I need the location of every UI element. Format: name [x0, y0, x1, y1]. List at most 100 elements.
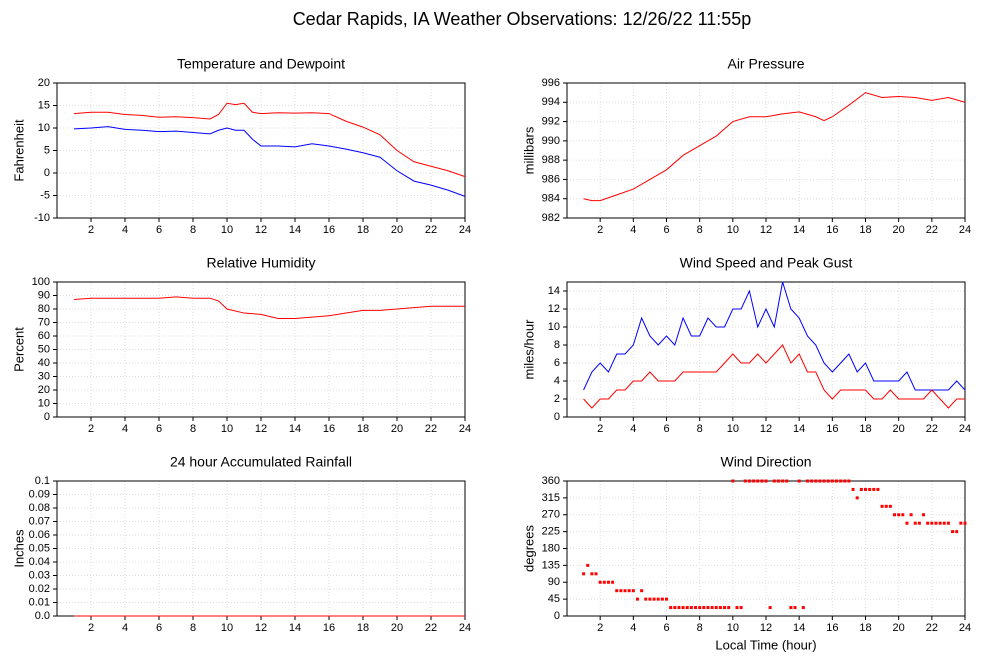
y-tick-label: 0.0	[35, 610, 50, 622]
y-tick-label: 0.03	[29, 569, 50, 581]
x-tick-label: 4	[122, 423, 128, 435]
y-tick-label: 12	[548, 303, 560, 315]
x-tick-label: 14	[289, 423, 301, 435]
data-point	[805, 479, 809, 483]
y-tick-label: 2	[554, 393, 560, 405]
data-point	[830, 479, 834, 483]
x-tick-label: 16	[323, 423, 335, 435]
x-tick-label: 4	[630, 622, 636, 634]
x-tick-label: 18	[859, 224, 871, 236]
panel-title: Temperature and Dewpoint	[177, 56, 345, 72]
y-tick-label: 50	[38, 343, 50, 355]
data-point	[855, 496, 859, 500]
data-point	[694, 606, 698, 610]
y-tick-label: 0	[44, 167, 50, 179]
x-tick-label: 8	[697, 622, 703, 634]
y-tick-label: 990	[542, 135, 560, 147]
x-tick-label: 12	[255, 224, 267, 236]
x-tick-label: 24	[459, 224, 471, 236]
x-tick-label: 18	[357, 622, 369, 634]
y-tick-label: 14	[548, 285, 560, 297]
panel-title: 24 hour Accumulated Rainfall	[170, 454, 352, 470]
data-point	[768, 606, 772, 610]
x-tick-label: 20	[391, 224, 403, 236]
y-tick-label: 10	[548, 321, 560, 333]
y-tick-label: 988	[542, 154, 560, 166]
x-tick-label: 2	[597, 224, 603, 236]
y-tick-label: 20	[38, 77, 50, 89]
data-point	[938, 521, 942, 525]
x-tick-label: 16	[826, 224, 838, 236]
data-point	[951, 530, 955, 534]
y-tick-label: 15	[38, 99, 50, 111]
y-tick-label: 10	[38, 122, 50, 134]
panel-title: Wind Direction	[720, 454, 811, 470]
y-tick-label: 225	[542, 526, 560, 538]
x-tick-label: 16	[323, 224, 335, 236]
y-tick-label: 90	[548, 576, 560, 588]
data-point	[905, 521, 909, 525]
y-tick-label: 5	[44, 144, 50, 156]
x-tick-label: 20	[893, 224, 905, 236]
data-point	[955, 530, 959, 534]
y-tick-label: 0.1	[35, 475, 50, 487]
y-tick-label: 4	[554, 375, 560, 387]
data-point	[586, 563, 590, 567]
y-tick-label: 0.01	[29, 596, 50, 608]
data-point	[631, 589, 635, 593]
data-point	[946, 521, 950, 525]
x-tick-label: 12	[760, 423, 772, 435]
y-tick-label: 10	[38, 397, 50, 409]
x-tick-label: 16	[826, 423, 838, 435]
data-point	[644, 597, 648, 601]
plot-frame	[566, 281, 966, 418]
x-tick-label: 2	[597, 622, 603, 634]
data-point	[930, 521, 934, 525]
x-tick-label: 12	[255, 423, 267, 435]
x-tick-label: 6	[663, 622, 669, 634]
data-point	[718, 606, 722, 610]
x-tick-label: 4	[122, 224, 128, 236]
data-point	[723, 606, 727, 610]
x-tick-label: 22	[926, 622, 938, 634]
x-tick-label: 4	[122, 622, 128, 634]
x-tick-label: 22	[926, 224, 938, 236]
y-tick-label: 982	[542, 212, 560, 224]
x-tick-label: 22	[425, 622, 437, 634]
data-point	[922, 513, 926, 517]
data-point	[660, 597, 664, 601]
data-point	[963, 521, 967, 525]
x-axis-label: Local Time (hour)	[715, 637, 816, 652]
data-point	[884, 504, 888, 508]
data-point	[760, 479, 764, 483]
y-tick-label: 0.04	[29, 556, 50, 568]
y-tick-label: 994	[542, 96, 560, 108]
x-tick-label: 24	[459, 423, 471, 435]
data-point	[615, 589, 619, 593]
data-line	[583, 92, 966, 202]
data-point	[814, 479, 818, 483]
y-tick-label: 996	[542, 77, 560, 89]
y-tick-label: 270	[542, 509, 560, 521]
y-tick-label: 0.05	[29, 542, 50, 554]
x-tick-label: 20	[391, 423, 403, 435]
data-point	[656, 597, 660, 601]
plot-frame	[566, 82, 966, 219]
data-point	[623, 589, 627, 593]
x-tick-label: 8	[190, 622, 196, 634]
data-point	[793, 606, 797, 610]
data-point	[619, 589, 623, 593]
x-tick-label: 14	[793, 224, 805, 236]
data-point	[598, 580, 602, 584]
y-tick-label: 0.07	[29, 515, 50, 527]
data-point	[743, 479, 747, 483]
x-tick-label: 14	[793, 622, 805, 634]
y-tick-label: 70	[38, 316, 50, 328]
x-tick-label: 22	[926, 423, 938, 435]
y-tick-label: 45	[548, 593, 560, 605]
data-point	[917, 521, 921, 525]
data-point	[909, 513, 913, 517]
data-point	[731, 479, 735, 483]
data-point	[781, 479, 785, 483]
